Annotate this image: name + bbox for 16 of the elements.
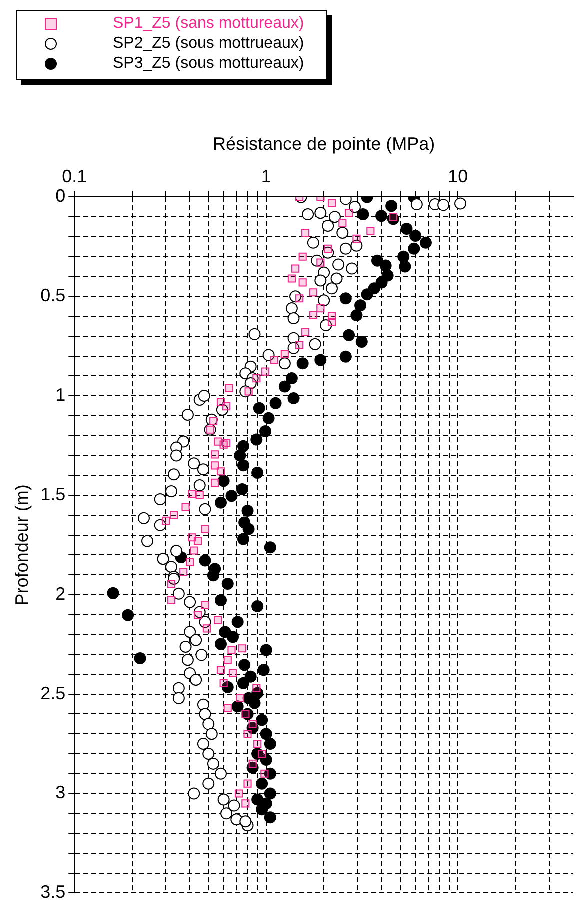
y-tick-label: 0 <box>56 186 66 206</box>
x-tick-label: 1 <box>261 166 272 186</box>
y-tick-label: 2.5 <box>40 683 66 704</box>
y-tick-label: 0.5 <box>40 286 66 306</box>
x-axis-title: Résistance de pointe (MPa) <box>213 134 436 154</box>
y-tick-label: 1 <box>56 385 66 406</box>
y-tick-label: 3 <box>56 782 66 803</box>
y-tick-label: 3.5 <box>40 882 66 902</box>
y-axis-title: Profondeur (m) <box>12 484 32 606</box>
x-tick-label: 10 <box>448 166 468 186</box>
text: SP2_Z5 (sous mottrueaux) <box>113 34 304 54</box>
y-tick-label: 1.5 <box>40 484 66 504</box>
x-tick-label: 0.1 <box>62 166 88 186</box>
y-tick-label: 2 <box>56 584 66 604</box>
text: SP3_Z5 (sous mottureaux) <box>113 54 304 74</box>
text: SP1_Z5 (sans mottureaux) <box>113 14 304 34</box>
